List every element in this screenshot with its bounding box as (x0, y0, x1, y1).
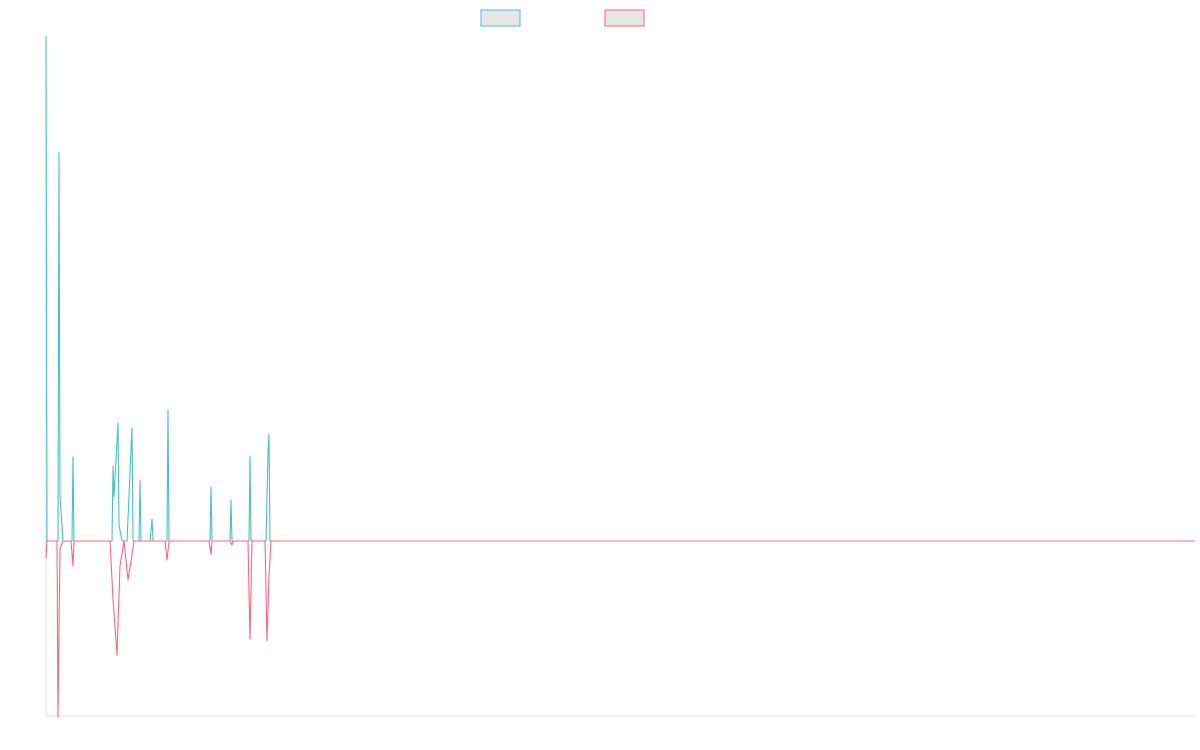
legend-swatch-1[interactable] (480, 9, 521, 27)
legend[interactable] (480, 9, 645, 27)
plot-area (45, 35, 1195, 718)
series-line-2 (45, 540, 1195, 718)
legend-swatch-2[interactable] (604, 9, 645, 27)
series-line-1 (45, 35, 1195, 542)
